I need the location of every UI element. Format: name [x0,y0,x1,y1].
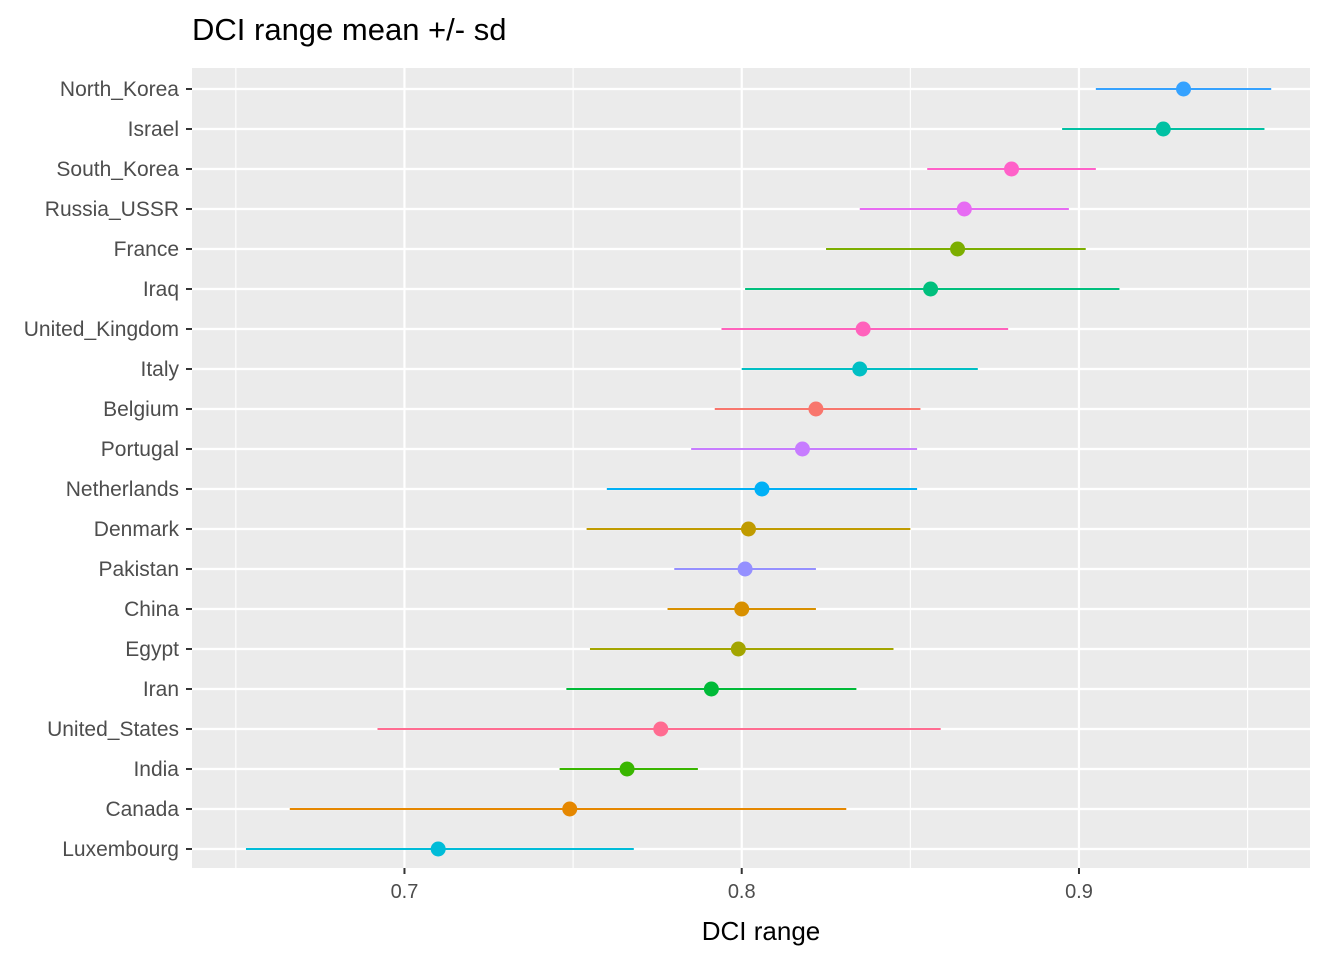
y-tick-label: Italy [140,358,179,381]
chart-title: DCI range mean +/- sd [192,12,506,47]
mean-point [794,441,810,457]
y-tick-label: South_Korea [56,158,179,181]
mean-point [923,281,939,297]
y-tick-label: North_Korea [60,78,179,101]
data-marks [245,81,1272,857]
y-axis: North_Korea Israel South_Korea Russia_USSR F… [24,78,192,861]
mean-point [808,401,824,417]
y-tick-label: Iraq [143,278,179,301]
y-tick-label: Belgium [103,398,179,421]
mean-point [754,481,770,497]
mean-point [956,201,972,217]
y-tick-label: Iran [143,678,179,701]
y-tick-label: Luxembourg [62,838,179,861]
y-tick-label: India [133,758,179,781]
mean-point [734,601,750,617]
x-axis-label: DCI range [702,916,821,946]
y-tick-label: Canada [105,798,179,821]
minor-gridlines [235,68,1249,868]
y-tick-label: United_States [47,718,179,741]
x-axis: 0.7 0.8 0.9 [391,868,1093,903]
y-tick-label: Pakistan [98,558,179,581]
y-tick-label: Israel [128,118,179,141]
mean-point [1176,81,1192,97]
x-tick-label: 0.7 [391,881,419,903]
mean-point [740,521,756,537]
mean-point [653,721,669,737]
x-tick-label: 0.8 [728,881,756,903]
mean-point [619,761,635,777]
mean-point [430,841,446,857]
mean-point [737,561,753,577]
y-tick-label: Denmark [94,518,180,541]
y-tick-label: United_Kingdom [24,318,179,341]
mean-point [1155,121,1171,137]
y-tick-label: Egypt [125,638,179,661]
mean-point [730,641,746,657]
mean-point [703,681,719,697]
y-tick-label: China [124,598,179,621]
mean-point [562,801,578,817]
mean-point [950,241,966,257]
y-tick-label: Portugal [101,438,179,461]
x-tick-label: 0.9 [1065,881,1093,903]
plot-background [192,68,1310,868]
y-tick-label: Netherlands [66,478,179,501]
mean-point [855,321,871,337]
mean-point [852,361,868,377]
y-tick-label: France [114,238,179,261]
y-tick-label: Russia_USSR [45,198,179,221]
mean-point [1004,161,1020,177]
